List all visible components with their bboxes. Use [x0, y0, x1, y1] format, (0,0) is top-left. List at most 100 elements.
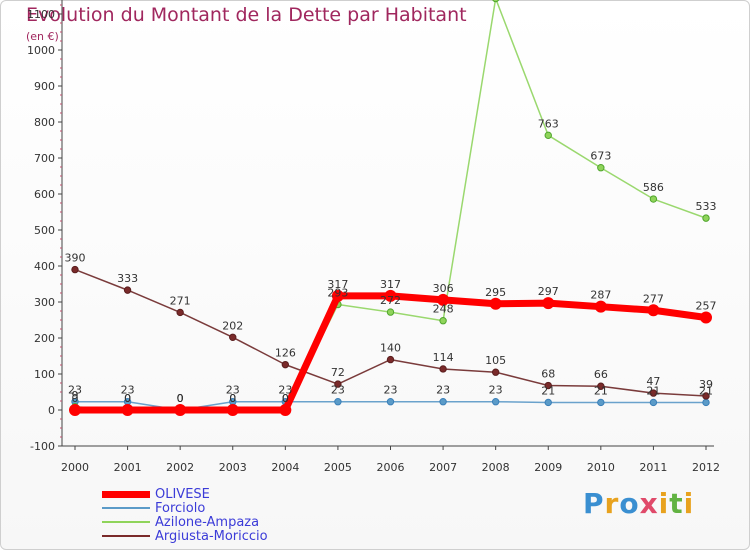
y-tick-label: 400: [34, 260, 55, 273]
legend-label-argiusta-moriccio: Argiusta-Moriccio: [155, 528, 268, 544]
legend-swatch-argiusta-moriccio: [102, 535, 150, 537]
data-label-forciolo: 0: [177, 392, 184, 405]
y-tick-label: 200: [34, 332, 55, 345]
data-label-argiusta-moriccio: 140: [380, 342, 401, 355]
x-tick-label: 2003: [219, 461, 247, 474]
data-point-olivese: [594, 300, 607, 313]
data-label-argiusta-moriccio: 68: [541, 368, 555, 381]
data-point-argiusta-moriccio: [123, 286, 132, 294]
data-point-azilone-ampaza: [439, 317, 447, 325]
data-point-forciolo: [597, 398, 605, 407]
data-point-azilone-ampaza: [386, 308, 395, 316]
data-point-olivese: [384, 289, 397, 302]
data-point-forciolo: [544, 398, 552, 407]
data-point-argiusta-moriccio: [544, 381, 552, 390]
data-label-olivese: 0: [72, 392, 79, 405]
data-label-forciolo: 21: [646, 384, 660, 397]
data-point-olivese: [700, 311, 712, 324]
data-point-argiusta-moriccio: [176, 308, 184, 317]
data-point-argiusta-moriccio: [649, 389, 658, 397]
data-label-forciolo: 21: [594, 384, 608, 397]
data-label-argiusta-moriccio: 333: [117, 272, 138, 285]
data-point-argiusta-moriccio: [71, 265, 79, 274]
data-label-argiusta-moriccio: 72: [331, 366, 345, 379]
data-label-argiusta-moriccio: 390: [65, 252, 86, 265]
legend-item-forciolo: Forciolo: [102, 500, 206, 516]
x-tick-label: 2002: [166, 461, 194, 474]
data-label-argiusta-moriccio: 47: [646, 375, 660, 388]
data-label-olivese: 0: [124, 392, 131, 405]
data-label-forciolo: 21: [699, 384, 713, 397]
data-label-argiusta-moriccio: 271: [170, 294, 191, 307]
data-label-azilone-ampaza: 0: [124, 392, 131, 405]
data-label-olivese: 0: [229, 392, 236, 405]
y-tick-label: 300: [34, 296, 55, 309]
data-label-argiusta-moriccio: 66: [594, 368, 608, 381]
data-label-argiusta-moriccio: 105: [485, 354, 506, 367]
data-point-argiusta-moriccio: [491, 368, 500, 376]
y-tick-label: 500: [34, 224, 55, 237]
data-label-forciolo: 23: [226, 384, 240, 397]
x-tick-label: 2011: [639, 461, 667, 474]
data-point-olivese: [279, 404, 292, 416]
chart-title: Evolution du Montant de la Dette par Hab…: [26, 4, 467, 26]
data-point-argiusta-moriccio: [229, 333, 237, 341]
data-label-forciolo: 23: [384, 384, 398, 397]
data-point-azilone-ampaza: [649, 195, 658, 203]
data-label-olivese: 277: [643, 292, 664, 305]
data-point-forciolo: [649, 398, 658, 407]
data-label-azilone-ampaza: 293: [327, 287, 348, 300]
data-label-azilone-ampaza: 0: [282, 392, 289, 405]
data-label-azilone-ampaza: 763: [538, 117, 559, 130]
data-point-olivese: [437, 293, 450, 306]
x-tick-label: 2012: [692, 461, 720, 474]
data-label-olivese: 297: [538, 285, 559, 298]
data-point-argiusta-moriccio: [334, 380, 342, 388]
y-tick-label: 0: [48, 404, 55, 417]
data-label-olivese: 287: [590, 289, 611, 302]
legend-item-olivese: OLIVESE: [102, 487, 210, 502]
x-tick-label: 2008: [482, 461, 510, 474]
y-tick-label: -100: [30, 440, 55, 453]
proxiti-logo: Proxiti: [583, 487, 695, 520]
data-point-forciolo: [491, 398, 500, 406]
data-point-olivese: [647, 304, 660, 317]
data-label-forciolo: 23: [331, 384, 345, 397]
data-point-olivese: [542, 297, 555, 310]
data-label-forciolo: 23: [489, 384, 503, 397]
data-label-olivese: 295: [485, 286, 506, 299]
data-point-olivese: [489, 297, 502, 310]
data-label-forciolo: 23: [436, 384, 450, 397]
x-tick-label: 2009: [534, 461, 562, 474]
data-label-azilone-ampaza: 0: [229, 392, 236, 405]
data-point-forciolo: [439, 398, 447, 406]
y-tick-label: 800: [34, 116, 55, 129]
data-label-azilone-ampaza: 586: [643, 181, 664, 194]
data-point-argiusta-moriccio: [702, 392, 710, 400]
data-label-argiusta-moriccio: 202: [222, 319, 243, 332]
data-label-azilone-ampaza: 9: [72, 389, 79, 402]
legend-label-forciolo: Forciolo: [155, 500, 206, 516]
data-point-azilone-ampaza: [492, 0, 500, 3]
x-tick-label: 2004: [271, 461, 299, 474]
data-label-azilone-ampaza: 0: [177, 392, 184, 405]
data-label-forciolo: 23: [278, 384, 292, 397]
data-label-azilone-ampaza: 272: [380, 294, 401, 307]
x-tick-label: 2010: [587, 461, 615, 474]
x-tick-label: 2005: [324, 461, 352, 474]
x-tick-label: 2001: [114, 461, 142, 474]
data-label-argiusta-moriccio: 39: [699, 378, 713, 391]
x-tick-label: 2006: [377, 461, 405, 474]
legend-label-azilone-ampaza: Azilone-Ampaza: [155, 514, 260, 530]
data-label-azilone-ampaza: 673: [590, 150, 611, 163]
legend-swatch-azilone-ampaza: [102, 521, 150, 523]
data-label-argiusta-moriccio: 126: [275, 347, 296, 360]
data-point-azilone-ampaza: [597, 164, 605, 172]
data-point-argiusta-moriccio: [281, 360, 290, 369]
data-label-forciolo: 23: [68, 384, 82, 397]
data-point-forciolo: [334, 398, 342, 406]
data-point-olivese: [121, 404, 134, 416]
data-point-olivese: [226, 404, 239, 416]
data-point-olivese: [174, 404, 187, 416]
